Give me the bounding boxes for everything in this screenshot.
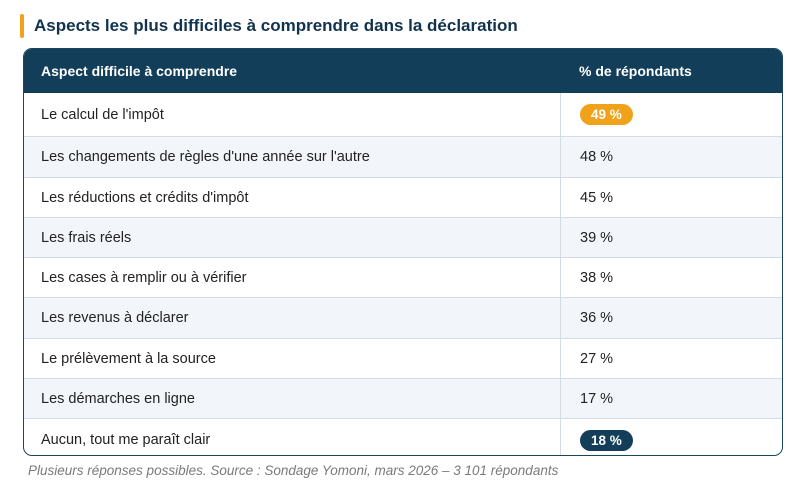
percent-value: 45 % [580,189,614,206]
row-aspect-label: Le calcul de l'impôt [41,106,164,123]
row-percent-cell: 27 % [560,339,782,378]
page-title: Aspects les plus difficiles à comprendre… [34,16,518,35]
table-row: Les changements de règles d'une année su… [24,136,782,177]
results-table: Aspect difficile à comprendre % de répon… [23,48,783,456]
percent-value: 39 % [580,229,614,246]
header-aspect: Aspect difficile à comprendre [41,63,238,79]
table-row: Aucun, tout me paraît clair 18 % [24,418,782,455]
percent-value: 36 % [580,310,614,326]
table-row: Le calcul de l'impôt 49 % [24,93,782,136]
row-percent-cell: 49 % [560,93,782,136]
row-aspect-label: Le prélèvement à la source [41,350,216,367]
row-aspect-label: Les frais réels [41,229,132,246]
percent-value: 48 % [580,149,614,165]
percent-badge: 49 % [580,104,633,125]
row-percent-cell: 48 % [560,137,782,177]
title-row: Aspects les plus difficiles à comprendre… [20,14,518,38]
table-row: Les cases à remplir ou à vérifier 38 % [24,257,782,297]
table-row: Les frais réels 39 % [24,217,782,257]
row-aspect-label: Les cases à remplir ou à vérifier [41,269,247,286]
row-percent-cell: 45 % [560,178,782,217]
row-percent-cell: 39 % [560,218,782,257]
percent-value: 17 % [580,390,614,407]
row-percent-cell: 17 % [560,379,782,418]
row-aspect-label: Les changements de règles d'une année su… [41,149,370,165]
row-percent-cell: 36 % [560,298,782,338]
table-row: Les revenus à déclarer 36 % [24,297,782,338]
source-note: Plusieurs réponses possibles. Source : S… [28,463,559,478]
row-aspect-label: Les démarches en ligne [41,390,195,407]
table-row: Le prélèvement à la source 27 % [24,338,782,378]
title-accent-bar [20,14,24,38]
row-aspect-label: Les revenus à déclarer [41,310,189,326]
table-row: Les démarches en ligne 17 % [24,378,782,418]
row-aspect-label: Les réductions et crédits d'impôt [41,189,249,206]
header-percent: % de répondants [579,63,692,79]
row-percent-cell: 38 % [560,258,782,297]
row-percent-cell: 18 % [560,419,782,455]
percent-value: 38 % [580,269,614,286]
table-row: Les réductions et crédits d'impôt 45 % [24,177,782,217]
percent-value: 27 % [580,350,614,367]
percent-badge: 18 % [580,429,633,451]
table-body: Le calcul de l'impôt 49 % Les changements … [24,93,782,455]
row-aspect-label: Aucun, tout me paraît clair [41,432,211,448]
table-header: Aspect difficile à comprendre % de répon… [24,49,782,93]
